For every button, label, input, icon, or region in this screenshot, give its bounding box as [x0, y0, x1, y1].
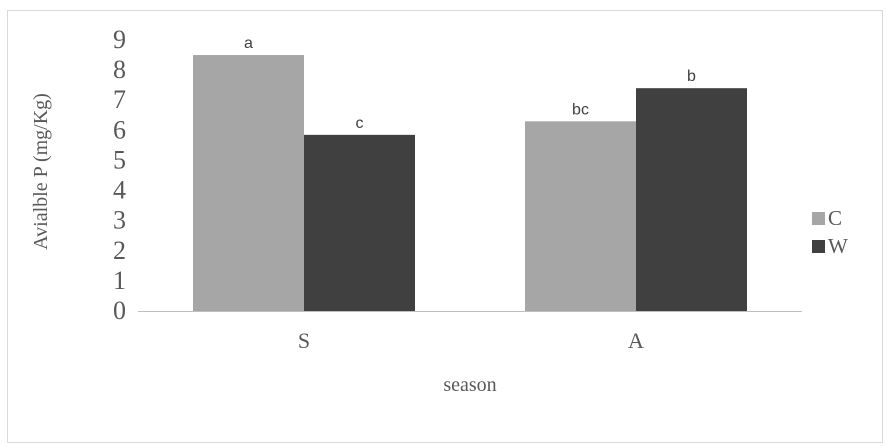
bar-data-label: bc: [572, 101, 589, 118]
y-tick-label: 7: [113, 85, 126, 114]
y-tick-label: 3: [113, 206, 126, 235]
legend-label-C: C: [828, 206, 842, 230]
y-tick-label: 4: [113, 176, 126, 205]
x-tick-label: S: [298, 328, 310, 353]
bar-W-A: [636, 88, 747, 311]
y-tick-label: 5: [113, 145, 126, 174]
bar-data-label: a: [244, 35, 253, 52]
legend-swatch-W: [812, 240, 825, 253]
bar-data-label: c: [356, 115, 364, 132]
y-tick-label: 6: [113, 115, 126, 144]
x-tick-label: A: [628, 328, 644, 353]
bar-C-S: [193, 55, 304, 311]
legend-swatch-C: [812, 212, 825, 225]
legend-label-W: W: [828, 234, 848, 258]
bar-data-label: b: [687, 68, 696, 85]
bar-W-S: [304, 134, 415, 311]
y-tick-label: 9: [113, 25, 126, 54]
legend: CW: [812, 206, 848, 258]
y-tick-label: 0: [113, 296, 126, 325]
y-tick-label: 2: [113, 236, 126, 265]
bar-C-A: [525, 121, 636, 311]
y-axis-label: Avialble P (mg/Kg): [30, 93, 52, 250]
x-axis-label: season: [443, 374, 496, 396]
y-tick-label: 1: [113, 266, 126, 295]
y-tick-label: 8: [113, 55, 126, 84]
